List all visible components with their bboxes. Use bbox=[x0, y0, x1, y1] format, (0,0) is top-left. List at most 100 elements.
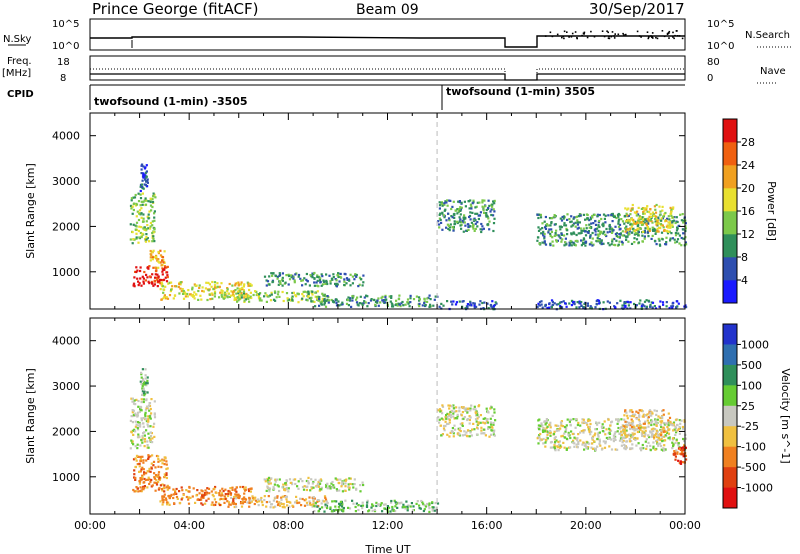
power-echo-pixel bbox=[448, 229, 451, 232]
power-echo-pixel bbox=[212, 288, 215, 291]
power-colorbar-segment bbox=[723, 188, 737, 212]
velocity-echo-pixel bbox=[153, 416, 157, 419]
velocity-echo-pixel bbox=[463, 407, 466, 410]
velocity-echo-pixel bbox=[590, 446, 593, 449]
velocity-echo-pixel bbox=[468, 422, 471, 425]
velocity-echo-pixel bbox=[281, 495, 284, 498]
velocity-echo-pixel bbox=[677, 428, 680, 431]
velocity-echo-pixel bbox=[633, 437, 636, 440]
power-echo-pixel bbox=[327, 299, 331, 302]
power-echo-pixel bbox=[558, 225, 561, 228]
power-echo-pixel bbox=[572, 222, 576, 225]
power-echo-pixel bbox=[458, 216, 461, 219]
power-echo-pixel bbox=[447, 212, 450, 215]
power-echo-pixel bbox=[161, 285, 165, 288]
velocity-echo-pixel bbox=[380, 502, 383, 505]
velocity-echo-pixel bbox=[140, 460, 143, 463]
power-echo-pixel bbox=[234, 289, 237, 292]
power-echo-pixel bbox=[636, 227, 639, 230]
power-echo-pixel bbox=[670, 210, 673, 213]
power-echo-pixel bbox=[543, 235, 546, 238]
velocity-echo-pixel bbox=[474, 408, 477, 411]
velocity-echo-pixel bbox=[639, 428, 642, 431]
power-echo-pixel bbox=[550, 217, 553, 220]
velocity-echo-pixel bbox=[650, 431, 653, 434]
velocity-colorbar-tick-label: -25 bbox=[741, 420, 759, 433]
power-echo-pixel bbox=[630, 242, 634, 245]
velocity-echo-pixel bbox=[415, 502, 418, 505]
velocity-echo-pixel bbox=[141, 389, 144, 393]
velocity-echo-pixel bbox=[672, 452, 675, 455]
power-echo-pixel bbox=[669, 224, 672, 227]
power-echo-pixel bbox=[577, 226, 580, 229]
power-echo-pixel bbox=[131, 242, 134, 245]
velocity-echo-pixel bbox=[138, 435, 141, 439]
velocity-echo-pixel bbox=[214, 485, 217, 489]
power-echo-pixel bbox=[211, 293, 214, 296]
velocity-colorbar-segment bbox=[723, 405, 737, 427]
velocity-echo-pixel bbox=[335, 500, 338, 503]
power-echo-pixel bbox=[614, 225, 617, 228]
velocity-echo-pixel bbox=[567, 433, 570, 436]
velocity-echo-pixel bbox=[469, 416, 472, 419]
power-echo-pixel bbox=[472, 199, 475, 202]
velocity-echo-pixel bbox=[218, 503, 221, 507]
power-echo-pixel bbox=[618, 223, 622, 226]
velocity-echo-pixel bbox=[492, 430, 495, 434]
power-echo-pixel bbox=[647, 218, 650, 221]
power-echo-pixel bbox=[594, 233, 597, 236]
velocity-heatmap bbox=[129, 368, 688, 513]
power-echo-pixel bbox=[591, 214, 594, 218]
velocity-echo-pixel bbox=[147, 420, 150, 423]
velocity-echo-pixel bbox=[142, 468, 145, 471]
power-echo-pixel bbox=[236, 287, 239, 290]
power-echo-pixel bbox=[559, 306, 562, 309]
velocity-echo-pixel bbox=[479, 414, 482, 417]
power-echo-pixel bbox=[267, 295, 270, 298]
power-echo-pixel bbox=[595, 299, 598, 303]
velocity-echo-pixel bbox=[320, 502, 323, 505]
power-echo-pixel bbox=[163, 294, 166, 297]
velocity-echo-pixel bbox=[403, 505, 406, 509]
power-echo-pixel bbox=[279, 282, 282, 285]
power-echo-pixel bbox=[429, 303, 432, 306]
velocity-echo-pixel bbox=[244, 497, 247, 501]
power-echo-pixel bbox=[166, 276, 169, 279]
power-echo-pixel bbox=[307, 292, 310, 295]
velocity-echo-pixel bbox=[586, 419, 590, 422]
velocity-echo-pixel bbox=[680, 453, 683, 456]
velocity-echo-pixel bbox=[229, 493, 232, 496]
power-echo-pixel bbox=[270, 291, 273, 294]
velocity-echo-pixel bbox=[222, 498, 225, 501]
velocity-echo-pixel bbox=[163, 495, 166, 498]
power-echo-pixel bbox=[563, 222, 566, 225]
power-echo-pixel bbox=[481, 201, 484, 204]
velocity-echo-pixel bbox=[549, 421, 552, 424]
velocity-echo-pixel bbox=[672, 421, 676, 424]
velocity-echo-pixel bbox=[635, 424, 639, 427]
power-echo-pixel bbox=[635, 238, 639, 241]
power-echo-pixel bbox=[332, 273, 335, 276]
velocity-echo-pixel bbox=[654, 432, 658, 435]
velocity-echo-pixel bbox=[493, 408, 496, 411]
velocity-echo-pixel bbox=[451, 409, 454, 412]
power-echo-pixel bbox=[382, 300, 385, 303]
power-echo-pixel bbox=[213, 290, 217, 293]
power-echo-pixel bbox=[163, 295, 166, 298]
velocity-echo-pixel bbox=[563, 426, 567, 429]
power-echo-pixel bbox=[588, 219, 591, 222]
velocity-echo-pixel bbox=[604, 433, 607, 436]
power-echo-pixel bbox=[637, 234, 640, 237]
power-echo-pixel bbox=[361, 303, 364, 306]
nsky-frame bbox=[89, 18, 686, 51]
power-echo-pixel bbox=[640, 217, 643, 221]
power-echo-pixel bbox=[449, 223, 452, 226]
power-echo-pixel bbox=[286, 297, 289, 300]
power-echo-pixel bbox=[418, 298, 421, 301]
power-echo-pixel bbox=[626, 214, 629, 217]
velocity-echo-pixel bbox=[459, 427, 462, 430]
velocity-echo-pixel bbox=[145, 405, 149, 408]
power-echo-pixel bbox=[269, 299, 273, 302]
velocity-echo-pixel bbox=[652, 427, 655, 430]
power-echo-pixel bbox=[259, 297, 262, 300]
